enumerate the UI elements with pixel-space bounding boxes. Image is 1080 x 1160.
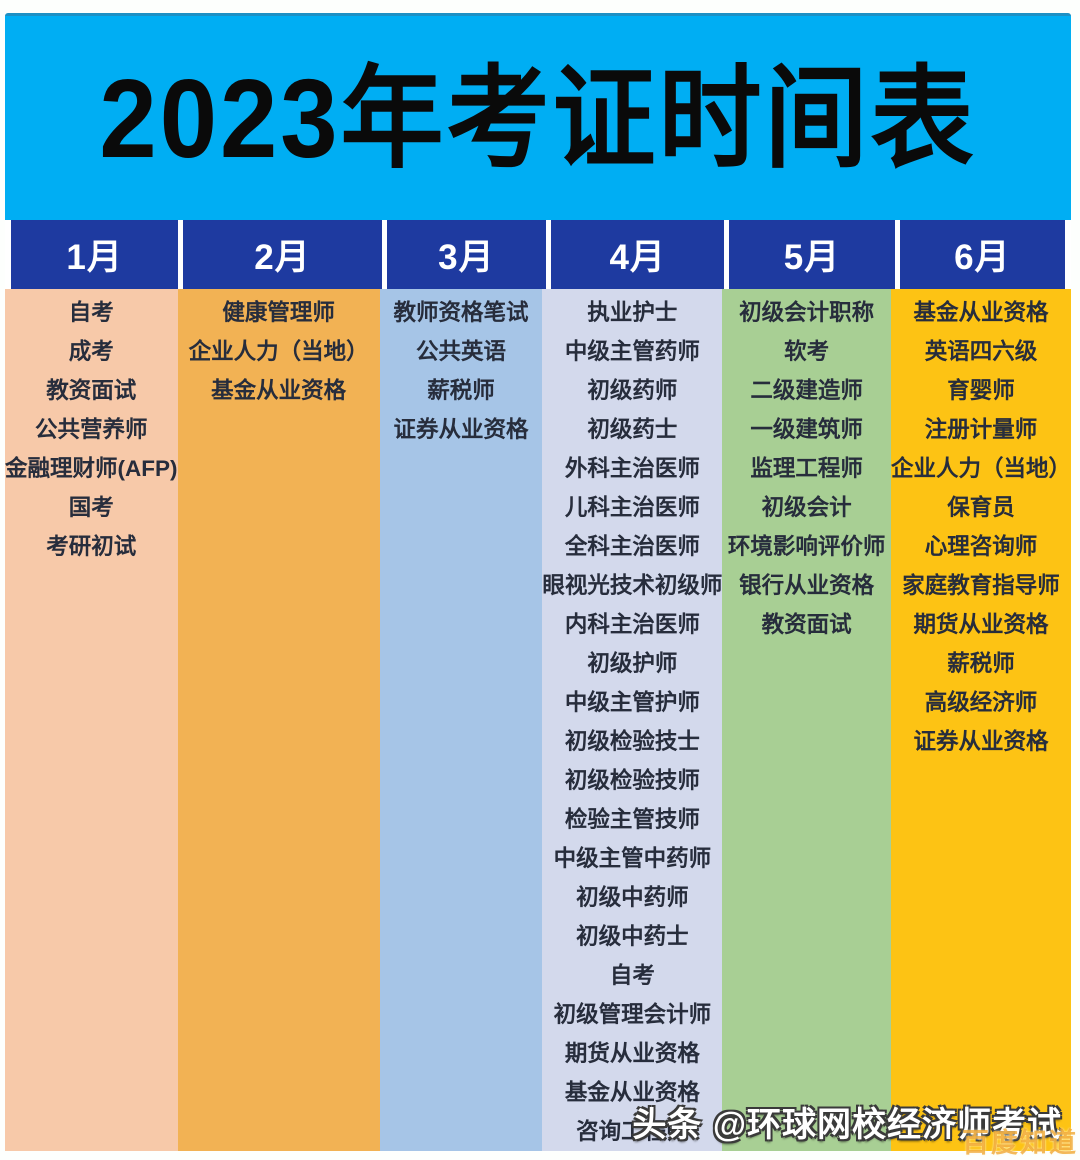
exam-item: 基金从业资格 (913, 300, 1049, 325)
month-header-6: 6月 (899, 220, 1065, 289)
exam-item: 检验主管技师 (564, 807, 700, 832)
exam-item: 外科主治医师 (564, 456, 700, 481)
exam-item: 中级主管中药师 (553, 846, 712, 871)
exam-item: 成考 (68, 339, 114, 364)
exam-item: 健康管理师 (222, 300, 335, 325)
exam-item: 中级主管护师 (564, 690, 700, 715)
exam-item: 期货从业资格 (564, 1041, 700, 1066)
exam-item: 初级会计 (761, 495, 852, 520)
month-header-row: 1月 2月 3月 4月 5月 6月 (5, 220, 1071, 289)
exam-item: 企业人力（当地） (890, 456, 1071, 481)
exam-item: 初级管理会计师 (553, 1002, 712, 1027)
exam-item: 初级药师 (587, 378, 678, 403)
month-header-3: 3月 (386, 220, 547, 289)
exam-item: 注册计量师 (924, 417, 1038, 442)
month-column-1: 自考成考教资面试公共营养师金融理财师(AFP) 国考考研初试 (5, 289, 178, 1151)
exam-item: 期货从业资格 (913, 612, 1049, 637)
exam-item: 家庭教育指导师 (902, 573, 1060, 598)
exam-item: 金融理财师(AFP) (5, 456, 178, 481)
month-column-3: 教师资格笔试 公共英语薪税师证券从业资格 (379, 289, 543, 1151)
infographic-board: 2023年考证时间表 1月 2月 3月 4月 5月 6月 自考 成考 教资面试 公共营养师 金融理… (5, 13, 1071, 1151)
exam-item: 内科主治医师 (564, 612, 700, 637)
exam-item: 初级药士 (587, 417, 678, 442)
exam-item: 教资面试 (46, 378, 137, 403)
exam-item: 中级主管药师 (564, 339, 700, 364)
exam-item: 育婴师 (947, 378, 1015, 403)
exam-item: 高级经济师 (924, 690, 1038, 715)
exam-item: 自考 (68, 300, 114, 325)
page-title: 2023年考证时间表 (99, 55, 977, 181)
exam-item: 公共营养师 (34, 417, 148, 442)
exam-item: 考研初试 (46, 534, 137, 559)
exam-item: 国考 (68, 495, 114, 520)
exam-item: 眼视光技术初级师 (542, 573, 723, 598)
month-column-2: 健康管理师企业人力（当地） 基金从业资格 (177, 289, 380, 1151)
exam-item: 证券从业资格 (913, 729, 1049, 754)
month-header-5: 5月 (729, 220, 895, 289)
exam-item: 执业护士 (587, 300, 678, 325)
month-column-6: 基金从业资格 英语四六级育婴师注册计量师企业人力（当地） 保育员心理咨询师家庭教育指… (890, 289, 1071, 1151)
month-column-5: 初级会计职称 软考二级建造师一级建筑师监理工程师初级会计环境影响评价师 银行从业资格… (722, 289, 891, 1151)
exam-item: 企业人力（当地） (188, 339, 369, 364)
exam-item: 教师资格笔试 (393, 300, 529, 325)
exam-item: 基金从业资格 (564, 1080, 700, 1105)
exam-item: 薪税师 (427, 378, 495, 403)
month-column-4: 执业护士中级主管药师 初级药师初级药士外科主治医师 儿科主治医师 全科主治医师 眼视光技… (542, 289, 723, 1151)
baidu-watermark: 百度知道 (962, 1128, 1078, 1158)
exam-item: 英语四六级 (924, 339, 1038, 364)
exam-item: 自考 (609, 963, 655, 988)
exam-item: 心理咨询师 (924, 534, 1038, 559)
exam-item: 初级检验技士 (564, 729, 700, 754)
exam-item: 环境影响评价师 (727, 534, 886, 559)
toutiao-watermark: 头条 @环球网校经济师考试 (632, 1106, 1062, 1144)
exam-item: 初级护师 (587, 651, 678, 676)
exam-item: 教资面试 (761, 612, 852, 637)
month-header-4: 4月 (551, 220, 725, 289)
exam-item: 薪税师 (947, 651, 1015, 676)
exam-item: 公共英语 (415, 339, 506, 364)
exam-item: 基金从业资格 (211, 378, 347, 403)
exam-item: 一级建筑师 (750, 417, 863, 442)
exam-item: 全科主治医师 (564, 534, 700, 559)
exam-item: 二级建造师 (750, 378, 863, 403)
month-header-2: 2月 (183, 220, 382, 289)
exam-item: 监理工程师 (750, 456, 863, 481)
exam-item: 初级检验技师 (564, 768, 700, 793)
exam-item: 初级中药士 (576, 924, 689, 949)
month-header-1: 1月 (11, 220, 179, 289)
exam-item: 银行从业资格 (739, 573, 875, 598)
exam-item: 初级会计职称 (739, 300, 875, 325)
exam-item: 儿科主治医师 (564, 495, 700, 520)
exam-item: 初级中药师 (576, 885, 689, 910)
exam-item: 咨询工程师 (576, 1119, 689, 1144)
exam-item: 证券从业资格 (393, 417, 529, 442)
columns-row: 自考 成考 教资面试 公共营养师 金融理财师(AFP) 国考 考研初试 健康管理师 企业人力（当… (5, 289, 1071, 1151)
exam-item: 保育员 (947, 495, 1015, 520)
title-banner: 2023年考证时间表 (5, 13, 1071, 220)
exam-item: 软考 (784, 339, 830, 364)
